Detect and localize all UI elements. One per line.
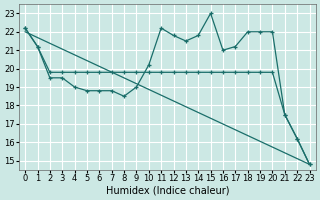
- X-axis label: Humidex (Indice chaleur): Humidex (Indice chaleur): [106, 186, 229, 196]
